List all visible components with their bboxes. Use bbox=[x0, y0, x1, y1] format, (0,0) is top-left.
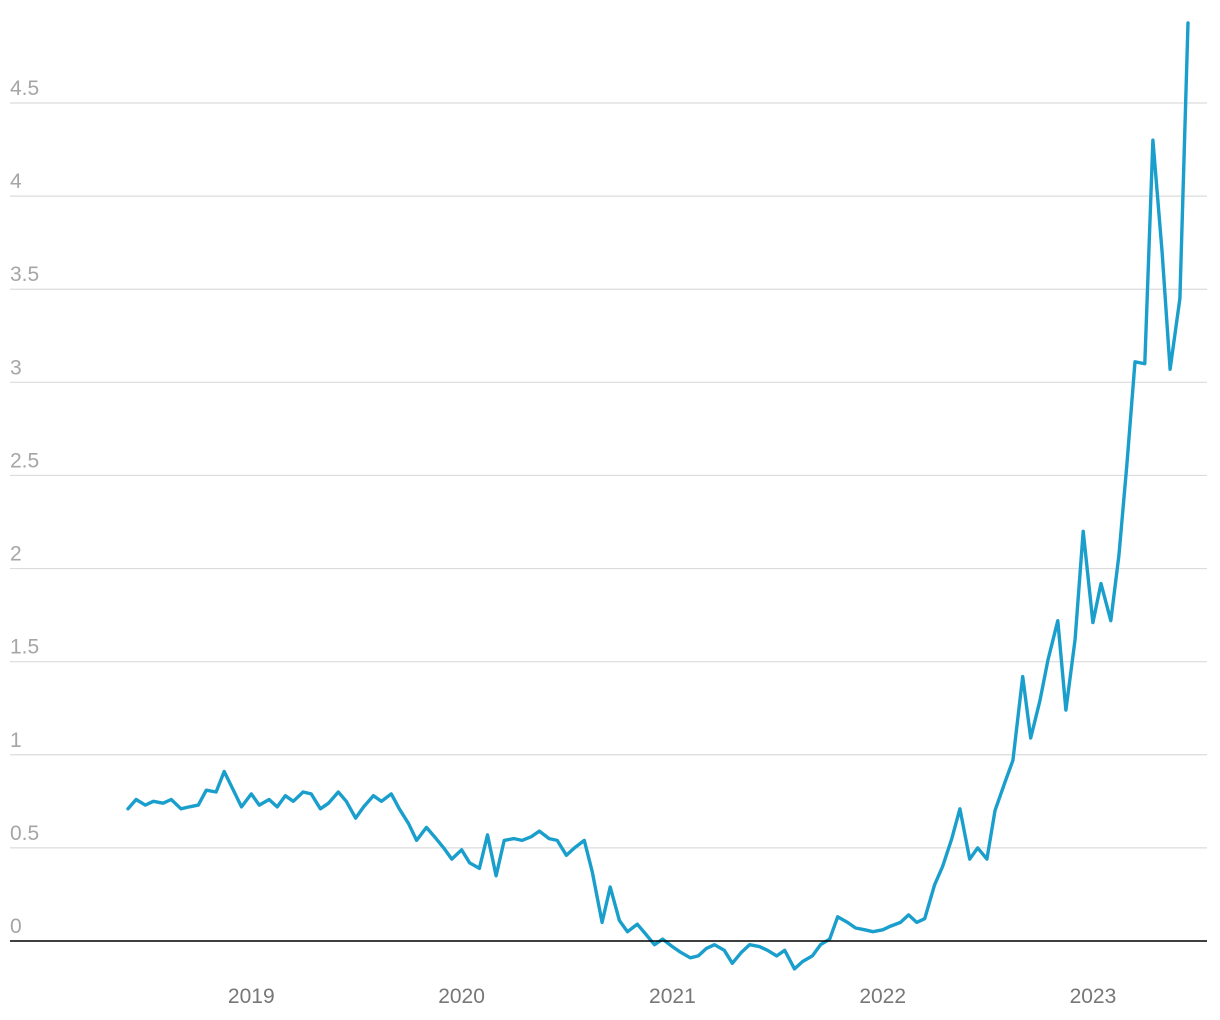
y-tick-label: 3 bbox=[10, 356, 22, 379]
x-tick-label: 2019 bbox=[228, 985, 275, 1008]
y-axis-ticks: 0 0.5 1 1.5 2 2.5 3 3.5 4 4.5 bbox=[10, 77, 39, 938]
x-tick-label: 2022 bbox=[859, 985, 906, 1008]
y-tick-label: 1.5 bbox=[10, 636, 39, 659]
x-tick-label: 2023 bbox=[1070, 985, 1117, 1008]
x-axis-ticks: 2019 2020 2021 2022 2023 bbox=[228, 985, 1116, 1008]
y-tick-label: 2 bbox=[10, 543, 22, 566]
x-tick-label: 2020 bbox=[438, 985, 485, 1008]
x-tick-label: 2021 bbox=[649, 985, 696, 1008]
y-tick-label: 4.5 bbox=[10, 77, 39, 100]
gridlines bbox=[10, 102, 1207, 849]
y-tick-label: 4 bbox=[10, 170, 22, 193]
y-tick-label: 0.5 bbox=[10, 822, 39, 845]
series-line-0 bbox=[126, 21, 1190, 971]
y-tick-label: 3.5 bbox=[10, 263, 39, 286]
y-tick-label: 0 bbox=[10, 915, 22, 938]
y-tick-label: 1 bbox=[10, 729, 22, 752]
series-layer bbox=[126, 21, 1190, 971]
y-tick-label: 2.5 bbox=[10, 449, 39, 472]
